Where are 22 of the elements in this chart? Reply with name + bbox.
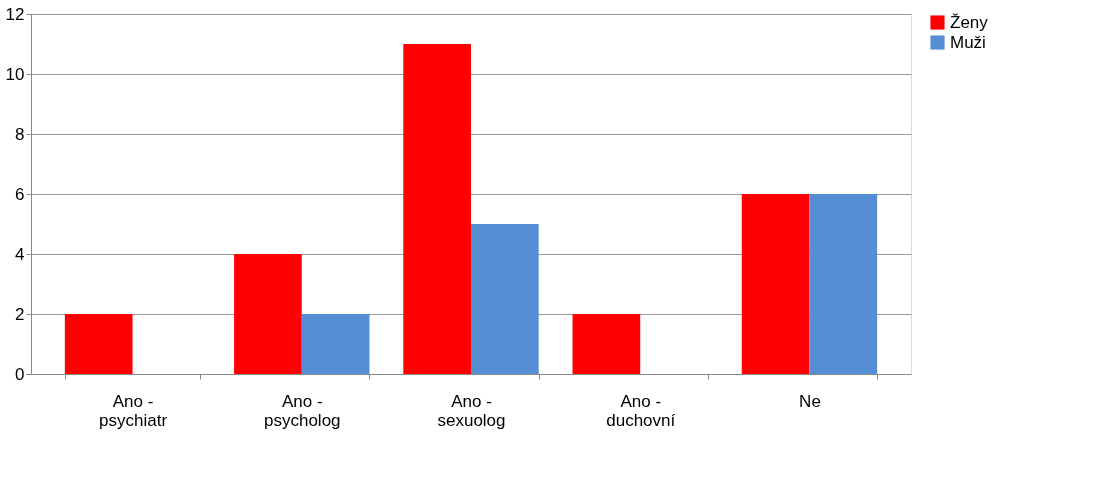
x-tick-label: Ano - psychiatr xyxy=(99,391,168,430)
x-tick-label: Ne xyxy=(799,391,821,411)
bar xyxy=(572,314,641,374)
x-tick-label: Ano - sexuolog xyxy=(437,391,506,430)
bar xyxy=(809,194,878,374)
legend-label: Muži xyxy=(950,32,986,52)
y-tick-label: 4 xyxy=(15,244,25,264)
y-tick-label: 2 xyxy=(15,304,25,324)
y-tick-label: 6 xyxy=(15,184,25,204)
bar xyxy=(471,224,539,374)
y-tick-label: 0 xyxy=(15,364,25,384)
bar xyxy=(234,254,302,374)
y-tick-label: 8 xyxy=(15,124,25,144)
x-tick-label: Ano - duchovní xyxy=(606,391,676,430)
bar xyxy=(741,194,810,374)
y-tick-label: 12 xyxy=(5,4,25,24)
x-tick-label: Ano - psycholog xyxy=(263,391,341,430)
bar xyxy=(403,44,471,374)
y-tick-label: 10 xyxy=(5,64,25,84)
bar xyxy=(64,314,133,374)
bar xyxy=(301,314,370,374)
legend-label: Ženy xyxy=(950,12,989,32)
